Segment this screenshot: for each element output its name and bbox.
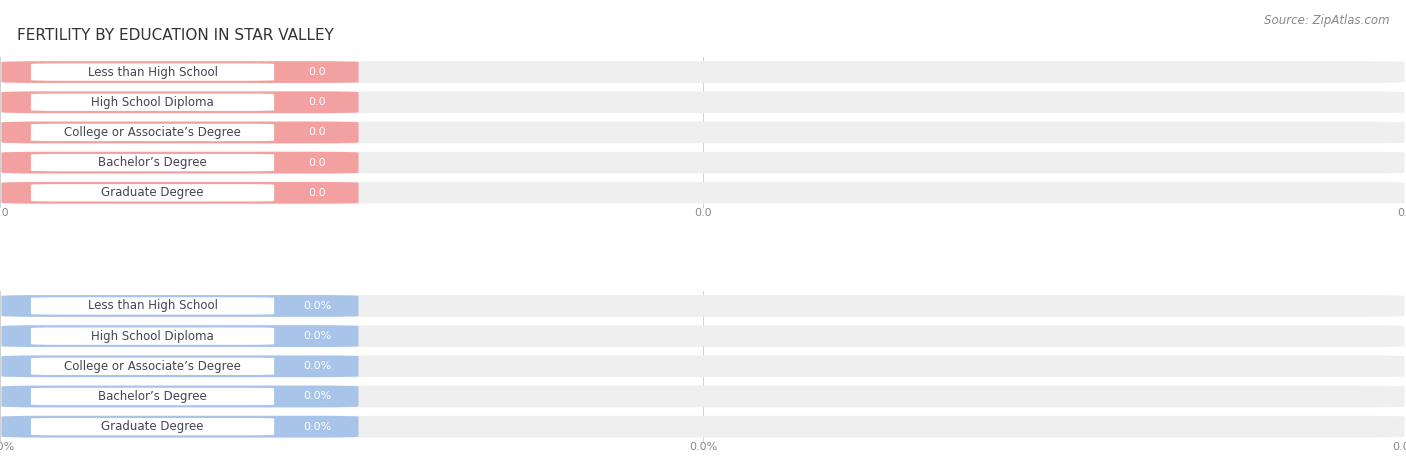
Text: 0.0%: 0.0% xyxy=(302,361,332,371)
Text: Graduate Degree: Graduate Degree xyxy=(101,420,204,433)
FancyBboxPatch shape xyxy=(1,122,359,143)
FancyBboxPatch shape xyxy=(1,61,359,83)
Text: High School Diploma: High School Diploma xyxy=(91,96,214,109)
Text: 0.0: 0.0 xyxy=(0,208,8,218)
FancyBboxPatch shape xyxy=(1,182,359,204)
FancyBboxPatch shape xyxy=(31,327,274,345)
FancyBboxPatch shape xyxy=(31,297,274,314)
Text: Source: ZipAtlas.com: Source: ZipAtlas.com xyxy=(1264,14,1389,27)
Text: 0.0: 0.0 xyxy=(308,127,326,137)
FancyBboxPatch shape xyxy=(31,124,274,141)
Text: 0.0%: 0.0% xyxy=(302,301,332,311)
FancyBboxPatch shape xyxy=(31,418,274,436)
FancyBboxPatch shape xyxy=(1,325,359,347)
Text: 0.0: 0.0 xyxy=(308,97,326,107)
Text: 0.0%: 0.0% xyxy=(302,391,332,401)
FancyBboxPatch shape xyxy=(1,152,1405,173)
FancyBboxPatch shape xyxy=(1,416,1405,437)
FancyBboxPatch shape xyxy=(1,91,1405,113)
Text: 0.0: 0.0 xyxy=(695,208,711,218)
FancyBboxPatch shape xyxy=(1,416,359,437)
Text: 0.0%: 0.0% xyxy=(302,422,332,432)
FancyBboxPatch shape xyxy=(1,295,359,317)
Text: 0.0%: 0.0% xyxy=(1392,442,1406,452)
FancyBboxPatch shape xyxy=(1,152,359,173)
FancyBboxPatch shape xyxy=(1,386,359,408)
Text: 0.0%: 0.0% xyxy=(302,331,332,341)
Text: Less than High School: Less than High School xyxy=(87,299,218,313)
Text: 0.0: 0.0 xyxy=(308,188,326,198)
FancyBboxPatch shape xyxy=(31,184,274,201)
FancyBboxPatch shape xyxy=(31,63,274,81)
FancyBboxPatch shape xyxy=(1,355,359,377)
FancyBboxPatch shape xyxy=(31,388,274,405)
Text: Bachelor’s Degree: Bachelor’s Degree xyxy=(98,156,207,169)
FancyBboxPatch shape xyxy=(1,295,1405,317)
FancyBboxPatch shape xyxy=(31,358,274,375)
FancyBboxPatch shape xyxy=(1,386,1405,408)
Text: Bachelor’s Degree: Bachelor’s Degree xyxy=(98,390,207,403)
FancyBboxPatch shape xyxy=(1,355,1405,377)
Text: 0.0%: 0.0% xyxy=(0,442,14,452)
Text: Less than High School: Less than High School xyxy=(87,66,218,78)
Text: 0.0: 0.0 xyxy=(308,158,326,168)
FancyBboxPatch shape xyxy=(31,154,274,171)
FancyBboxPatch shape xyxy=(1,61,1405,83)
Text: College or Associate’s Degree: College or Associate’s Degree xyxy=(65,360,240,373)
Text: College or Associate’s Degree: College or Associate’s Degree xyxy=(65,126,240,139)
Text: Graduate Degree: Graduate Degree xyxy=(101,186,204,200)
Text: High School Diploma: High School Diploma xyxy=(91,330,214,342)
FancyBboxPatch shape xyxy=(1,122,1405,143)
FancyBboxPatch shape xyxy=(1,91,359,113)
FancyBboxPatch shape xyxy=(1,182,1405,204)
Text: 0.0: 0.0 xyxy=(308,67,326,77)
Text: 0.0: 0.0 xyxy=(1398,208,1406,218)
FancyBboxPatch shape xyxy=(31,94,274,111)
Text: FERTILITY BY EDUCATION IN STAR VALLEY: FERTILITY BY EDUCATION IN STAR VALLEY xyxy=(17,28,333,44)
FancyBboxPatch shape xyxy=(1,325,1405,347)
Text: 0.0%: 0.0% xyxy=(689,442,717,452)
